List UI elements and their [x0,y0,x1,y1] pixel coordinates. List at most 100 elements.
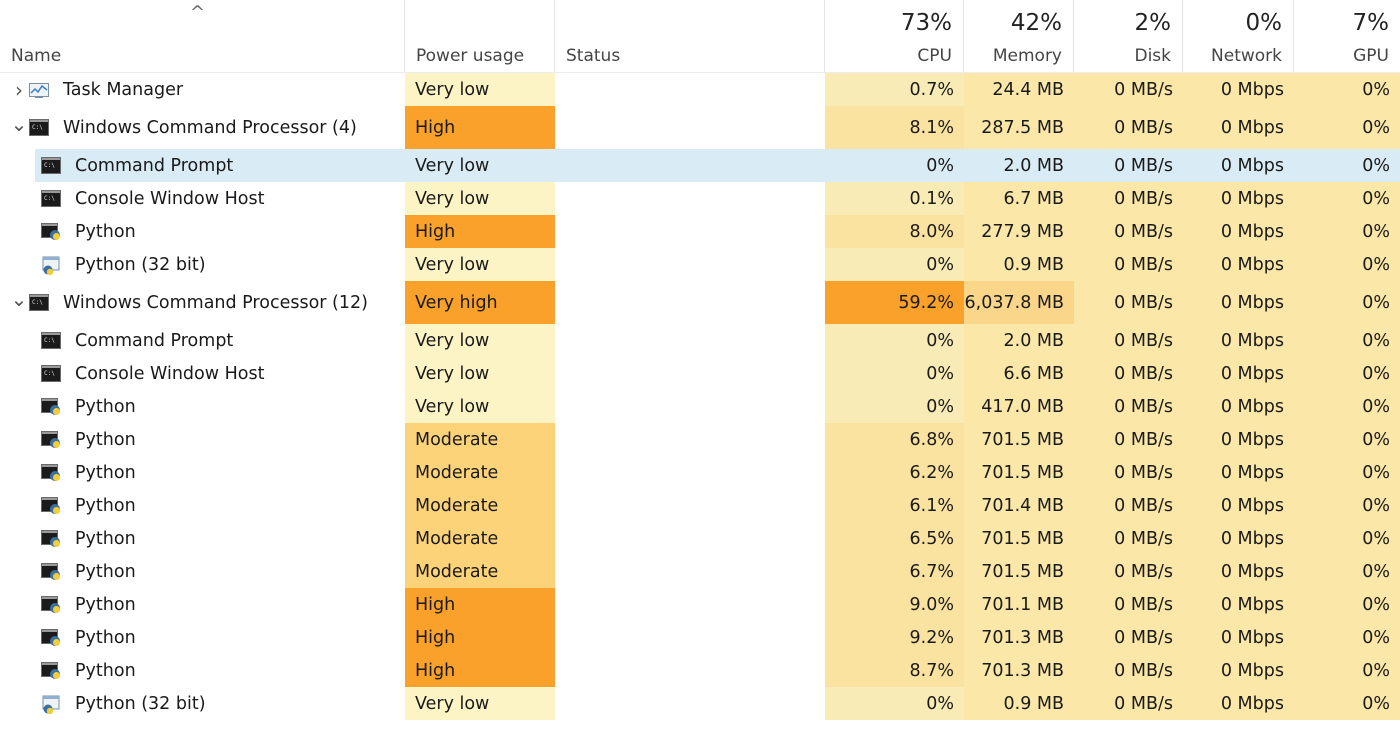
network-cell: 0 Mbps [1183,687,1294,720]
power-usage-cell: High [405,106,555,149]
disk-cell: 0 MB/s [1074,423,1183,456]
gpu-cell: 0% [1294,621,1400,654]
status-cell [555,357,825,390]
process-name-cell: C:\ Console Window Host [0,357,405,390]
memory-cell: 6,037.8 MB [964,281,1074,324]
column-header-label: CPU [917,46,952,66]
power-usage-cell: High [405,215,555,248]
process-row-command-prompt[interactable]: C:\ Command Prompt Very low 0% 2.0 MB 0 … [0,324,1400,357]
process-row-python-32-bit[interactable]: Python (32 bit) Very low 0% 0.9 MB 0 MB/… [0,687,1400,720]
power-usage-cell: Very high [405,281,555,324]
disk-cell: 0 MB/s [1114,155,1173,176]
process-row-python[interactable]: Python Very low 0% 417.0 MB 0 MB/s 0 Mbp… [0,390,1400,423]
memory-cell: 417.0 MB [964,390,1074,423]
process-row-python-32-bit[interactable]: Python (32 bit) Very low 0% 0.9 MB 0 MB/… [0,248,1400,281]
process-row-python[interactable]: Python High 9.0% 701.1 MB 0 MB/s 0 Mbps … [0,588,1400,621]
memory-cell: 701.5 MB [964,555,1074,588]
cpu-cell: 9.2% [825,621,964,654]
process-row-console-window-host[interactable]: C:\ Console Window Host Very low 0.1% 6.… [0,182,1400,215]
cpu-cell: 6.7% [825,555,964,588]
gpu-cell: 0% [1294,106,1400,149]
column-header-label: Disk [1134,46,1171,66]
process-name: Python (32 bit) [75,693,206,714]
column-header-label: Memory [992,46,1062,66]
process-name: Python [75,462,136,483]
memory-total-percent: 42% [1010,10,1062,36]
cpu-cell: 0% [825,324,964,357]
status-cell [555,456,825,489]
process-row-task-manager[interactable]: › Task Manager Very low 0.7% 24.4 MB 0 M… [0,73,1400,106]
status-cell [555,489,825,522]
memory-cell: 701.5 MB [964,522,1074,555]
status-cell [555,324,825,357]
process-row-python[interactable]: Python Moderate 6.5% 701.5 MB 0 MB/s 0 M… [0,522,1400,555]
column-header-status[interactable]: Status [555,0,825,72]
disk-total-percent: 2% [1134,10,1172,36]
power-usage-cell: Very low [405,357,555,390]
cpu-cell: 8.0% [825,215,964,248]
gpu-cell: 0% [1362,155,1390,176]
cpu-total-percent: 73% [900,10,952,36]
process-name: Python [75,429,136,450]
process-row-windows-command-processor-12[interactable]: ⌄ C:\ Windows Command Processor (12) Ver… [0,281,1400,324]
process-row-python[interactable]: Python Moderate 6.2% 701.5 MB 0 MB/s 0 M… [0,456,1400,489]
status-cell [555,182,825,215]
process-name: Task Manager [63,79,184,100]
column-header-label: Status [566,46,621,66]
cpu-cell: 8.1% [825,106,964,149]
task-manager-icon [29,81,49,99]
network-cell: 0 Mbps [1183,324,1294,357]
process-name: Console Window Host [75,188,265,209]
process-row-console-window-host[interactable]: C:\ Console Window Host Very low 0% 6.6 … [0,357,1400,390]
power-usage-cell: High [405,621,555,654]
disk-cell: 0 MB/s [1074,324,1183,357]
process-name-cell: Python [0,423,405,456]
column-header-gpu[interactable]: 7% GPU [1294,0,1400,72]
process-name-cell: Python [0,456,405,489]
column-header-memory[interactable]: 42% Memory [964,0,1074,72]
process-row-python[interactable]: Python Moderate 6.1% 701.4 MB 0 MB/s 0 M… [0,489,1400,522]
status-cell [555,555,825,588]
memory-cell: 701.3 MB [964,621,1074,654]
cpu-cell: 59.2% [825,281,964,324]
power-usage-cell: Moderate [405,423,555,456]
disk-cell: 0 MB/s [1074,456,1183,489]
power-usage-cell: Moderate [405,522,555,555]
power-usage-cell: Very low [405,73,555,106]
column-header-power-usage[interactable]: Power usage [405,0,555,72]
gpu-cell: 0% [1294,687,1400,720]
cpu-cell: 0% [825,248,964,281]
status-cell [555,621,825,654]
status-cell [555,687,825,720]
process-row-command-prompt[interactable]: C:\ Command Prompt Very low 0% 2.0 MB 0 … [0,149,1400,182]
gpu-cell: 0% [1294,423,1400,456]
cpu-cell: 0% [825,390,964,423]
gpu-cell: 0% [1294,281,1400,324]
process-name-cell: C:\ Command Prompt [0,149,405,182]
process-row-python[interactable]: Python Moderate 6.7% 701.5 MB 0 MB/s 0 M… [0,555,1400,588]
process-row-windows-command-processor-4[interactable]: ⌄ C:\ Windows Command Processor (4) High… [0,106,1400,149]
collapse-chevron-icon[interactable]: ⌄ [10,111,28,136]
column-header-cpu[interactable]: 73% CPU [825,0,964,72]
expand-chevron-icon[interactable]: › [15,77,23,102]
column-header-name[interactable]: ^ Name [0,0,405,72]
collapse-chevron-icon[interactable]: ⌄ [10,286,28,311]
process-name-cell: C:\ Command Prompt [0,324,405,357]
gpu-cell: 0% [1294,73,1400,106]
disk-cell: 0 MB/s [1074,182,1183,215]
process-row-python[interactable]: Python High 8.7% 701.3 MB 0 MB/s 0 Mbps … [0,654,1400,687]
process-name-cell: Python [0,489,405,522]
process-row-python[interactable]: Python Moderate 6.8% 701.5 MB 0 MB/s 0 M… [0,423,1400,456]
process-name-cell: Python [0,215,405,248]
process-row-python[interactable]: Python High 9.2% 701.3 MB 0 MB/s 0 Mbps … [0,621,1400,654]
network-cell: 0 Mbps [1183,215,1294,248]
power-usage-cell: Moderate [405,489,555,522]
column-header-network[interactable]: 0% Network [1183,0,1294,72]
network-cell: 0 Mbps [1183,588,1294,621]
column-header-disk[interactable]: 2% Disk [1074,0,1183,72]
process-row-python[interactable]: Python High 8.0% 277.9 MB 0 MB/s 0 Mbps … [0,215,1400,248]
python-icon [41,562,61,581]
svg-text:C:\: C:\ [44,195,55,202]
process-name: Windows Command Processor (4) [63,117,357,138]
cpu-cell: 6.1% [825,489,964,522]
